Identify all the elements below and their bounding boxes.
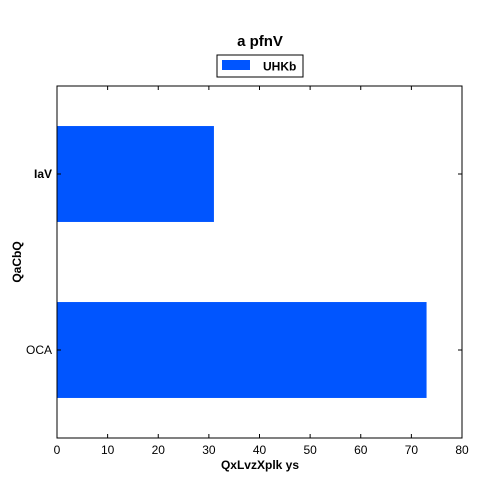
legend-swatch bbox=[222, 60, 250, 70]
x-tick-label: 40 bbox=[253, 443, 267, 457]
y-axis-label: QaCbQ bbox=[10, 241, 24, 282]
x-tick-label: 70 bbox=[405, 443, 419, 457]
y-tick-label: IaV bbox=[34, 167, 52, 181]
bars bbox=[57, 126, 427, 398]
x-tick-label: 0 bbox=[54, 443, 61, 457]
y-tick-label: OCA bbox=[26, 343, 52, 357]
bar-oca bbox=[57, 302, 427, 398]
chart-title: a pfnV bbox=[237, 33, 283, 50]
legend-label: UHKb bbox=[263, 60, 296, 74]
x-axis-ticks: 0 10 20 30 40 50 60 70 80 bbox=[54, 86, 469, 457]
x-tick-label: 80 bbox=[455, 443, 469, 457]
bar-iav bbox=[57, 126, 214, 222]
x-tick-label: 60 bbox=[354, 443, 368, 457]
x-tick-label: 10 bbox=[101, 443, 115, 457]
x-tick-label: 50 bbox=[303, 443, 317, 457]
y-axis-ticks: OCA IaV bbox=[26, 167, 462, 357]
x-tick-label: 20 bbox=[152, 443, 166, 457]
x-axis-label: QxLvzXplk ys bbox=[221, 458, 299, 472]
legend: UHKb bbox=[216, 54, 304, 78]
x-tick-label: 30 bbox=[202, 443, 216, 457]
